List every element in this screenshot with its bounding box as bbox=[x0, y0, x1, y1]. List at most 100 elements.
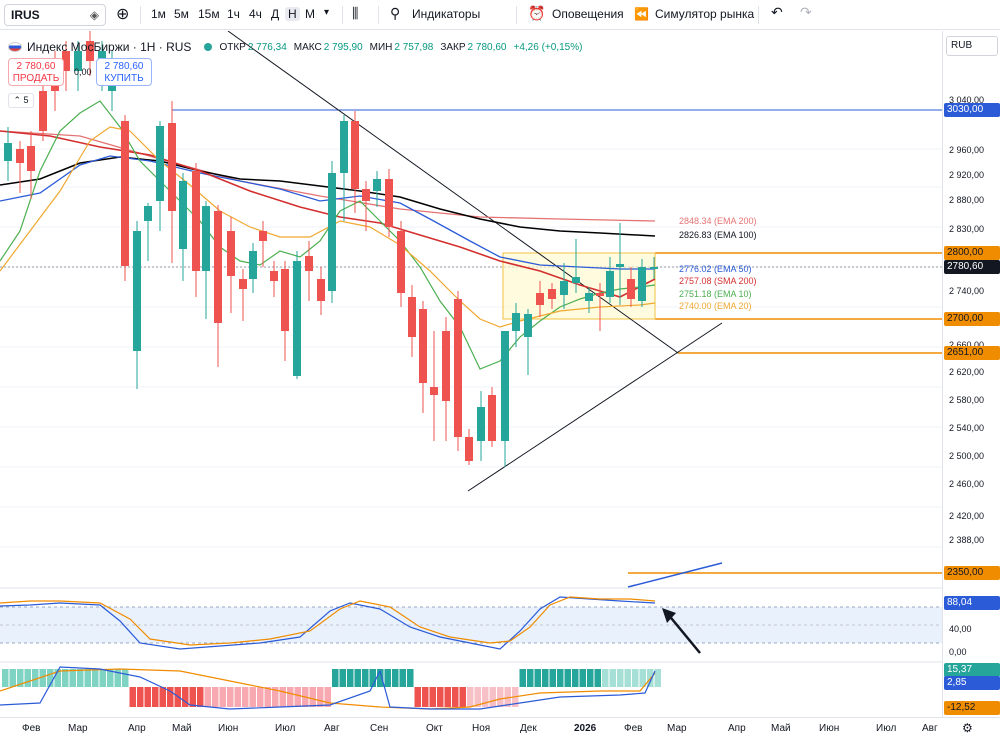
rewind-icon[interactable]: ⏪ bbox=[634, 7, 649, 21]
time-tick: Фев bbox=[624, 723, 643, 734]
time-tick: Апр bbox=[728, 723, 746, 734]
ema100-line bbox=[0, 156, 656, 237]
currency-select[interactable]: RUB bbox=[946, 36, 998, 56]
price-tag-current: 2780,60 bbox=[944, 260, 1000, 274]
oscillator-histogram bbox=[2, 669, 661, 707]
osc-bar bbox=[137, 687, 144, 707]
osc-bar bbox=[47, 669, 54, 687]
price-tag-2700[interactable]: 2700,00 bbox=[944, 312, 1000, 326]
candle-body bbox=[340, 121, 348, 173]
undo-icon[interactable]: ↶ bbox=[771, 4, 783, 20]
candle-body bbox=[430, 387, 438, 395]
ema200-line bbox=[0, 130, 656, 222]
osc-bar bbox=[602, 669, 609, 687]
osc-bar bbox=[189, 687, 196, 707]
interval-1m[interactable]: 1м bbox=[151, 7, 166, 21]
osc-bar bbox=[197, 687, 204, 707]
osc-bar bbox=[99, 669, 106, 687]
sell-button[interactable]: 2 780,60 ПРОДАТЬ bbox=[8, 58, 64, 86]
price-tick: 2 960,00 bbox=[949, 145, 985, 155]
osc-bar bbox=[579, 669, 586, 687]
chart-pane[interactable]: 2848.34 (EMA 200) 2826.83 (EMA 100) 2776… bbox=[0, 30, 942, 717]
candle-body bbox=[585, 293, 593, 301]
legend-collapse-button[interactable]: ⌃ 5 bbox=[8, 93, 34, 108]
separator bbox=[342, 6, 343, 24]
osc-bar bbox=[107, 669, 114, 687]
price-tick: 2 620,00 bbox=[949, 367, 985, 377]
osc-bar bbox=[9, 669, 16, 687]
time-tick: Мар bbox=[667, 723, 687, 734]
annotation-arrow[interactable] bbox=[666, 612, 701, 654]
osc-bar bbox=[437, 687, 444, 707]
symbol-search[interactable]: IRUS ◈ bbox=[4, 4, 106, 26]
time-tick: Дек bbox=[520, 723, 537, 734]
alerts-button[interactable]: Оповещения bbox=[552, 7, 624, 21]
buy-button[interactable]: 2 780,60 КУПИТЬ bbox=[96, 58, 152, 86]
grid bbox=[0, 148, 942, 548]
compare-add-icon[interactable]: ⊕ bbox=[116, 6, 130, 23]
candle-body bbox=[596, 293, 604, 296]
indicators-button[interactable]: Индикаторы bbox=[412, 7, 481, 21]
ascending-trendline[interactable] bbox=[467, 322, 723, 492]
watch-icon[interactable]: ◈ bbox=[89, 8, 99, 22]
interval-15m[interactable]: 15м bbox=[198, 7, 220, 21]
chart-canvas[interactable] bbox=[0, 30, 942, 717]
osc-bar bbox=[504, 687, 511, 707]
candle-body bbox=[328, 173, 336, 291]
price-tick: 2 420,00 bbox=[949, 511, 985, 521]
time-tick: Сен bbox=[370, 723, 389, 734]
osc-bar bbox=[264, 687, 271, 707]
osc-bar bbox=[287, 687, 294, 707]
chevron-up-icon: ⌃ bbox=[13, 95, 21, 105]
redo-icon[interactable]: ↷ bbox=[800, 4, 812, 20]
interval-month[interactable]: М bbox=[305, 7, 315, 21]
osc-bar bbox=[594, 669, 601, 687]
descending-trendline[interactable] bbox=[227, 30, 679, 354]
price-tag-3030[interactable]: 3030,00 bbox=[944, 103, 1000, 117]
interval-5m[interactable]: 5м bbox=[174, 7, 189, 21]
candle-body bbox=[616, 264, 624, 267]
close-label: ЗАКР bbox=[440, 41, 466, 53]
interval-week[interactable]: Н bbox=[285, 7, 300, 21]
chart-legend[interactable]: Индекс МосБиржи · 1H · RUS ОТКР 2 776,34… bbox=[8, 40, 587, 54]
osc-bar bbox=[204, 687, 211, 707]
arrow-head-icon bbox=[662, 608, 676, 623]
price-tag-2350[interactable]: 2350,00 bbox=[944, 566, 1000, 580]
interval-day[interactable]: Д bbox=[271, 7, 280, 21]
sell-price: 2 780,60 bbox=[16, 61, 56, 72]
time-tick-year: 2026 bbox=[574, 723, 597, 734]
ema50-label: 2776.02 (EMA 50) bbox=[679, 264, 752, 274]
indicators-icon[interactable]: ⚲ bbox=[390, 5, 401, 21]
candle-body bbox=[4, 143, 12, 161]
osc-bar bbox=[452, 687, 459, 707]
osc-bar bbox=[654, 669, 661, 687]
osc-bar bbox=[332, 669, 339, 687]
open-label: ОТКР bbox=[219, 41, 246, 53]
settings-gear-icon[interactable]: ⚙ bbox=[962, 721, 973, 735]
interval-1h[interactable]: 1ч bbox=[227, 7, 240, 21]
candles-icon[interactable]: ⫼ bbox=[352, 5, 359, 21]
time-axis[interactable]: Фев Мар Апр Май Июн Июл Авг Сен Окт Ноя … bbox=[0, 717, 1000, 739]
projection-line[interactable] bbox=[627, 562, 723, 588]
price-tag-2800[interactable]: 2800,00 bbox=[944, 246, 1000, 260]
candle-body bbox=[16, 149, 24, 163]
market-status-icon bbox=[204, 43, 213, 51]
interval-4h[interactable]: 4ч bbox=[249, 7, 262, 21]
market-simulator-button[interactable]: Симулятор рынка bbox=[655, 7, 755, 21]
price-tag-2651[interactable]: 2651,00 bbox=[944, 346, 1000, 360]
time-tick: Июл bbox=[275, 723, 296, 734]
osc-bar bbox=[564, 669, 571, 687]
price-tick: 2 920,00 bbox=[949, 170, 985, 180]
price-axis[interactable]: RUB 3 040,00 2 960,00 2 920,00 2 880,00 … bbox=[942, 31, 1000, 717]
alert-clock-icon[interactable]: ⏰ bbox=[528, 5, 546, 21]
osc-bar bbox=[212, 687, 219, 707]
time-tick: Авг bbox=[324, 723, 340, 734]
candle-body bbox=[227, 231, 235, 276]
osc-bar bbox=[369, 669, 376, 687]
candle-body bbox=[39, 91, 47, 131]
buy-price: 2 780,60 bbox=[104, 61, 144, 72]
candle-body bbox=[270, 271, 278, 281]
chevron-down-icon[interactable]: ▾ bbox=[324, 7, 330, 18]
symbol-name: IRUS bbox=[11, 8, 40, 22]
price-tick: 2 880,00 bbox=[949, 195, 985, 205]
